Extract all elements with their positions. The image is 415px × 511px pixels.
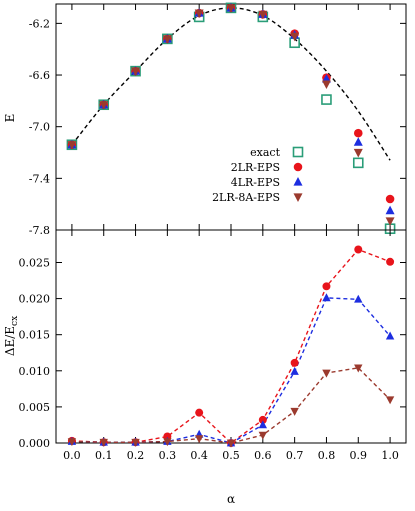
alpha-x-tick-label: 0.8 xyxy=(318,449,336,462)
alpha-x-tick-label: 0.4 xyxy=(190,449,208,462)
energy-point-exact xyxy=(352,157,364,169)
deviation-point-2lr-8a-eps xyxy=(354,364,363,373)
alpha-x-label: α xyxy=(227,492,235,506)
deviation-point-4lr-eps xyxy=(258,420,268,429)
legend-marker xyxy=(293,162,303,172)
deviation-y-tick-label: 0.010 xyxy=(19,365,51,378)
alpha-x-tick-label: 0.9 xyxy=(350,449,368,462)
alpha-x-tick-label: 0.6 xyxy=(254,449,272,462)
energy-point-2lr-8a-eps xyxy=(194,9,204,18)
energy-point-2lr-8a-eps xyxy=(258,10,268,20)
legend-marker xyxy=(292,146,304,158)
deviation-point-2lr-8a-eps xyxy=(290,407,299,416)
energy-point-2lr-8a-eps xyxy=(67,141,77,150)
deviation-y-tick-label: 0.020 xyxy=(19,293,51,306)
energy-point-2lr-8a-eps xyxy=(385,217,395,226)
energy-point-4lr-eps xyxy=(353,137,363,146)
energy-point-4lr-eps xyxy=(321,73,331,83)
deviation-y-tick-label: 0.025 xyxy=(19,256,51,269)
exact-curve-group xyxy=(71,7,391,161)
deviation-point-2lr-eps xyxy=(258,415,267,424)
deviation-point-2lr-eps xyxy=(386,257,395,266)
deviation-point-2lr-8a-eps xyxy=(385,396,395,405)
energy-markers xyxy=(66,2,396,235)
energy-point-2lr-8a-eps xyxy=(290,32,300,42)
deviation-point-4lr-eps xyxy=(290,366,299,375)
legend-marker xyxy=(293,193,303,202)
legend: exact 2LR-EPS 4LR-EPS 2LR-8A-EPS xyxy=(212,146,304,204)
alpha-x-tick-label: 0.7 xyxy=(286,449,304,462)
energy-panel: -6.2 -6.6 -7.0 -7.4 -7.8 E exact 2LR-EPS 4LR-E… xyxy=(3,2,407,237)
deviation-axis-ticks: 0.000 0.005 0.010 0.015 0.020 0.025 0.0 0.1 0.2 0… xyxy=(19,230,406,462)
deviation-point-4lr-eps xyxy=(354,294,363,303)
deviation-point-2lr-8a-eps xyxy=(194,435,204,444)
energy-point-2lr-8a-eps xyxy=(131,67,141,77)
deviation-plot-frame xyxy=(55,229,407,444)
alpha-x-tick-label: 0.2 xyxy=(127,449,145,462)
deviation-y-label-sub: cx xyxy=(10,316,20,326)
energy-y-tick-label: -6.6 xyxy=(29,69,50,82)
legend-marker xyxy=(293,177,303,186)
deviation-y-tick-label: 0.005 xyxy=(19,401,51,414)
deviation-lines xyxy=(71,248,391,444)
deviation-panel: 0.000 0.005 0.010 0.015 0.020 0.025 0.0 0.1 0.2 0… xyxy=(3,229,407,506)
alpha-x-tick-label: 0.5 xyxy=(222,449,240,462)
deviation-point-2lr-8a-eps xyxy=(163,438,172,447)
deviation-y-label: ΔE/Ecx xyxy=(3,316,20,356)
energy-y-tick-label: -7.8 xyxy=(29,224,50,237)
energy-point-2lr-eps xyxy=(385,194,395,204)
deviation-point-2lr-8a-eps xyxy=(226,439,236,448)
energy-y-tick-label: -6.2 xyxy=(29,17,50,30)
deviation-point-2lr-8a-eps xyxy=(131,438,140,447)
deviation-point-2lr-8a-eps xyxy=(67,438,77,447)
alpha-x-tick-label: 0.3 xyxy=(159,449,177,462)
deviation-line-2lr-eps xyxy=(71,248,391,444)
alpha-x-tick-label: 1.0 xyxy=(381,449,399,462)
alpha-x-tick-label: 0.1 xyxy=(95,449,113,462)
energy-point-2lr-8a-eps xyxy=(99,101,109,110)
deviation-y-tick-label: 0.015 xyxy=(19,329,51,342)
energy-axis-ticks: -6.2 -6.6 -7.0 -7.4 -7.8 xyxy=(29,4,406,237)
exact-dashed-curve xyxy=(71,7,391,161)
energy-y-label: E xyxy=(3,114,17,123)
energy-point-4lr-eps xyxy=(385,205,395,215)
alpha-x-tick-label: 0.0 xyxy=(63,449,81,462)
deviation-point-2lr-8a-eps xyxy=(322,369,331,378)
energy-point-2lr-8a-eps xyxy=(353,148,363,158)
energy-y-tick-label: -7.0 xyxy=(29,121,50,134)
energy-y-tick-label: -7.4 xyxy=(29,172,50,185)
deviation-markers xyxy=(67,245,395,448)
energy-point-exact xyxy=(321,94,332,105)
legend-label: exact xyxy=(250,146,280,159)
deviation-point-2lr-eps xyxy=(195,408,204,417)
deviation-point-2lr-8a-eps xyxy=(258,431,268,440)
deviation-point-4lr-eps xyxy=(385,331,395,340)
deviation-point-2lr-eps xyxy=(354,245,363,254)
legend-label: 4LR-EPS xyxy=(231,176,280,189)
legend-label: 2LR-EPS xyxy=(231,161,280,174)
energy-point-2lr-eps xyxy=(353,128,363,138)
deviation-y-tick-label: 0.000 xyxy=(19,437,51,450)
deviation-line-2lr-8a-eps xyxy=(71,367,391,444)
energy-point-2lr-8a-eps xyxy=(162,35,172,44)
energy-point-2lr-8a-eps xyxy=(321,80,331,90)
deviation-point-2lr-eps xyxy=(322,282,331,291)
deviation-point-4lr-eps xyxy=(322,293,331,302)
deviation-point-2lr-8a-eps xyxy=(99,438,108,447)
legend-label: 2LR-8A-EPS xyxy=(212,191,280,204)
deviation-point-2lr-eps xyxy=(290,358,299,367)
deviation-y-label-main: ΔE/E xyxy=(3,326,17,356)
energy-point-2lr-8a-eps xyxy=(226,4,236,13)
